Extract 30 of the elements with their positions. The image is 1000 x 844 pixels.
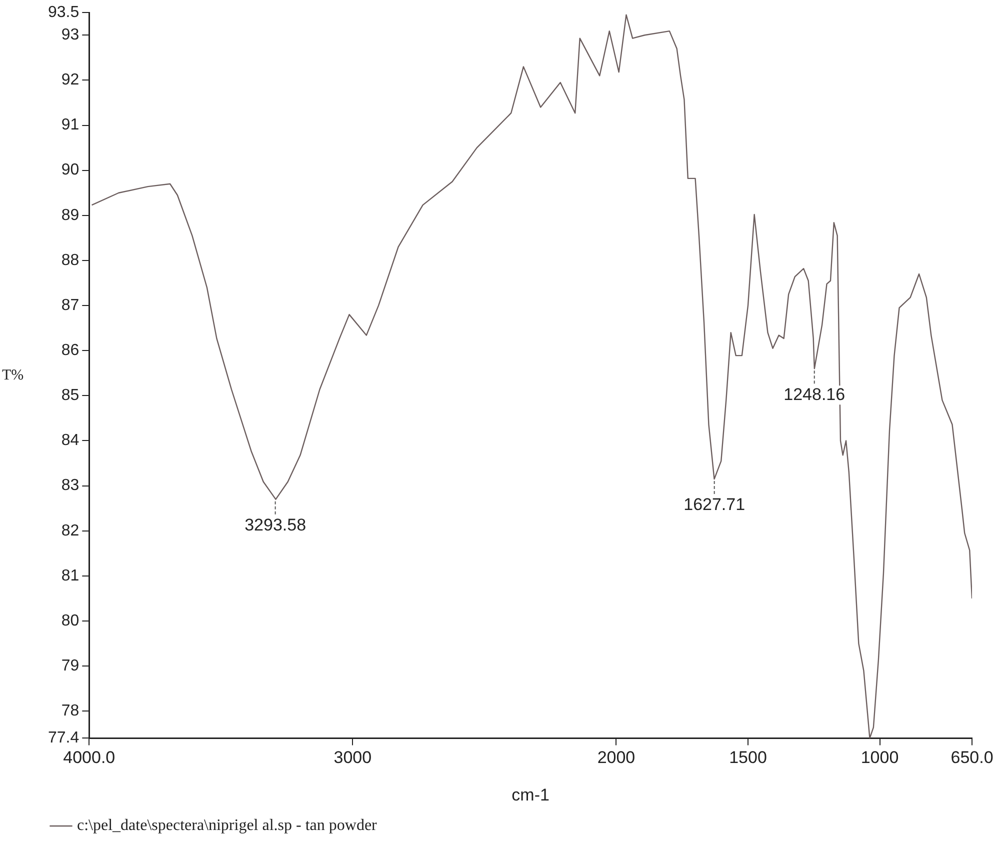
y-tick-label: 92	[61, 72, 80, 89]
x-tick-label: 1500	[729, 748, 767, 768]
y-tick-label: 91	[61, 116, 80, 134]
y-tick-label: 84	[61, 432, 80, 450]
annotation: 1627.71	[684, 495, 746, 514]
y-tick-label: 86	[61, 342, 80, 360]
legend-label: c:\pel_date\spectera\niprigel al.sp - tan powder	[77, 817, 378, 834]
y-tick-label: 79	[61, 657, 80, 674]
annotation: 1248.16	[784, 384, 846, 404]
x-tick-label: 3000	[334, 748, 372, 768]
y-tick-label: 77.4	[48, 730, 80, 747]
y-tick-label: 85	[61, 387, 80, 404]
annotation: 3293.58	[244, 516, 306, 535]
y-tick-label: 81	[61, 567, 80, 584]
x-axis-title: cm-1	[512, 785, 550, 804]
x-tick-label: 650.0	[950, 748, 994, 768]
y-axis-title: T%	[2, 367, 24, 384]
y-tick-label: 88	[61, 252, 80, 269]
y-tick-label: 89	[61, 206, 80, 224]
y-tick-label: 82	[61, 522, 80, 540]
y-tick-label: 80	[61, 612, 80, 630]
x-tick-label: 2000	[597, 748, 636, 768]
y-tick-label: 87	[61, 296, 80, 314]
y-tick-label: 93.5	[48, 4, 80, 22]
y-tick-label: 93	[61, 26, 80, 44]
x-tick-label: 1000	[860, 748, 899, 768]
y-tick-label: 90	[61, 162, 80, 179]
x-tick-label: 4000.0	[63, 748, 116, 768]
y-tick-label: 83	[61, 477, 80, 494]
y-tick-label: 78	[61, 702, 80, 720]
